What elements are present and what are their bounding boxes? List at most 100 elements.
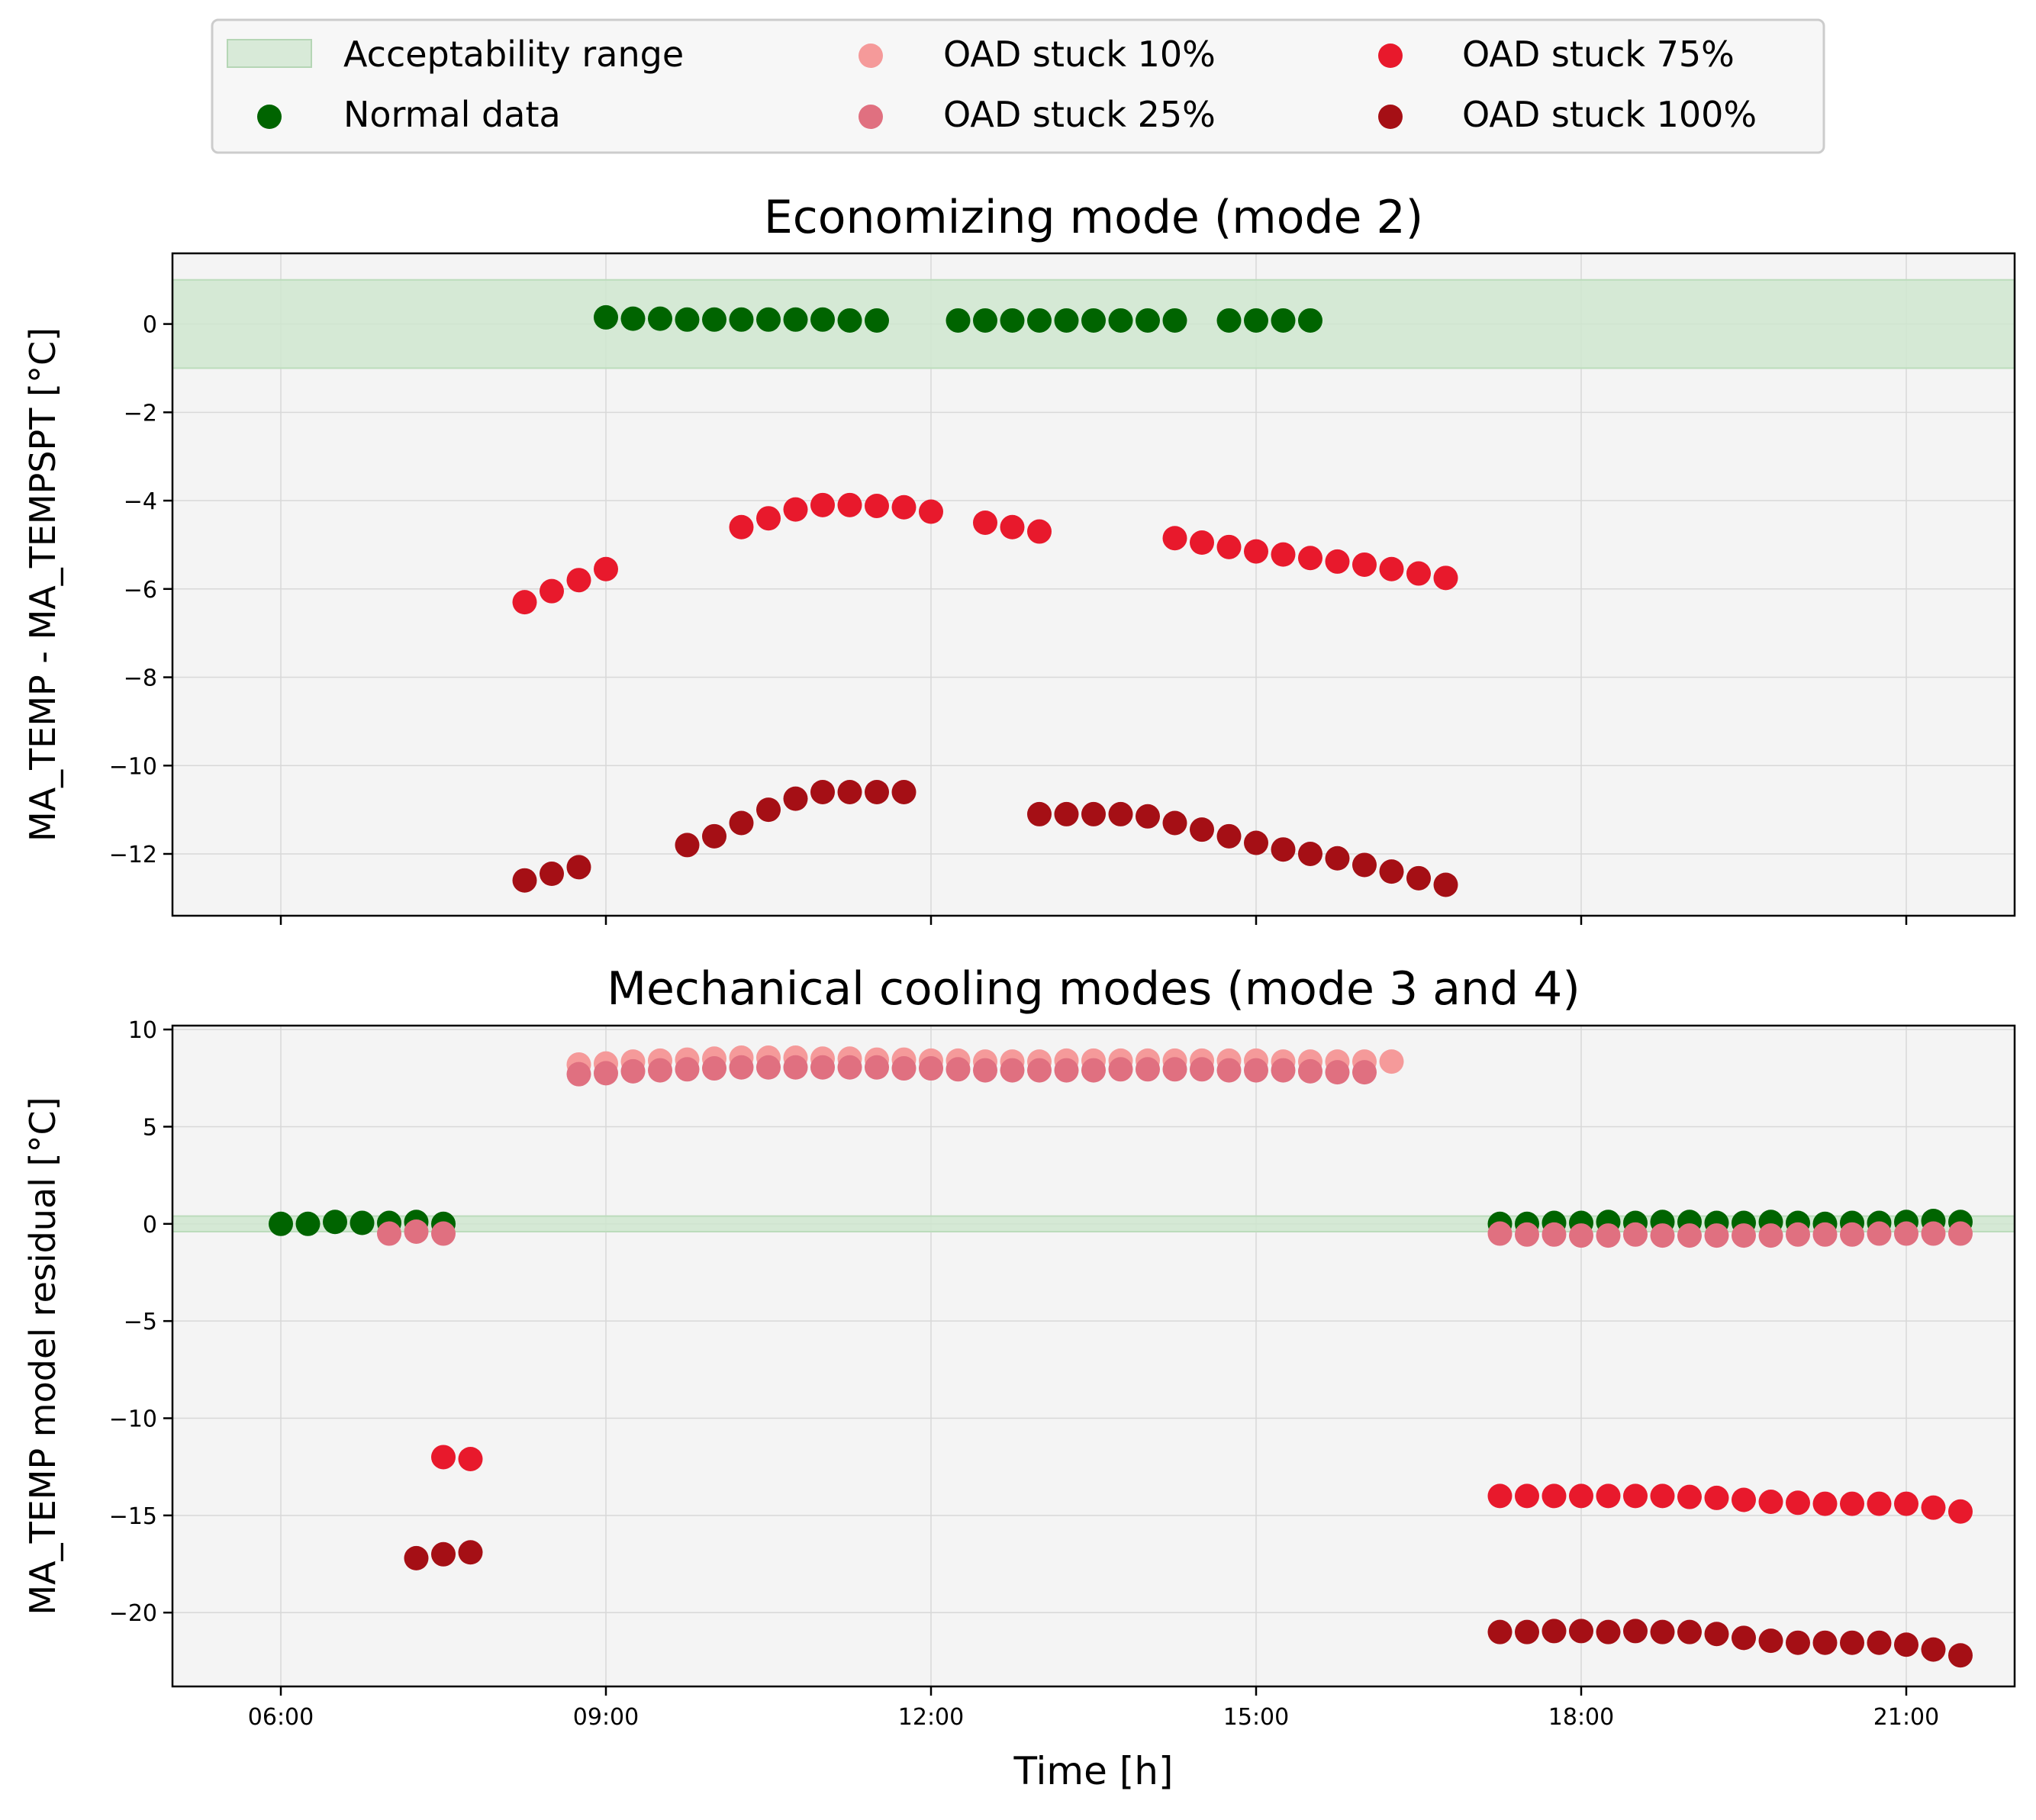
y-tick-label: 5 (143, 1114, 157, 1141)
x-tick-label: 06:00 (248, 1704, 314, 1731)
legend-swatch-acceptability (227, 39, 312, 68)
point-stuck100 (512, 868, 537, 893)
point-stuck25 (1677, 1223, 1702, 1248)
point-stuck25 (919, 1056, 943, 1081)
point-stuck75 (1406, 561, 1431, 586)
point-stuck25 (620, 1058, 646, 1084)
point-stuck75 (1948, 1499, 1973, 1524)
y-tick-label: −10 (109, 1406, 157, 1433)
point-stuck100 (1786, 1630, 1810, 1655)
point-stuck75 (1515, 1483, 1539, 1509)
point-stuck75 (1812, 1491, 1838, 1516)
point-stuck75 (756, 506, 781, 531)
point-normal (702, 307, 726, 332)
point-normal (1054, 308, 1079, 333)
legend: Acceptability range Normal data OAD stuc… (211, 18, 1825, 154)
point-stuck25 (1921, 1221, 1946, 1246)
legend-label-normal: Normal data (343, 94, 561, 135)
point-stuck75 (1596, 1483, 1621, 1509)
point-stuck75 (1352, 552, 1377, 577)
point-stuck25 (1487, 1221, 1513, 1246)
subplot-economizing: Economizing mode (mode 2) 0 −2 −4 −6 −8 −10 −1… (22, 191, 2016, 925)
point-stuck100 (756, 797, 781, 823)
point-normal (620, 306, 646, 331)
point-stuck100 (1081, 801, 1106, 826)
x-tick-label: 09:00 (573, 1704, 639, 1731)
point-normal (1244, 308, 1268, 333)
point-stuck75 (1840, 1491, 1864, 1516)
point-stuck100 (1840, 1630, 1864, 1655)
point-stuck75 (1758, 1490, 1783, 1515)
subplot-title-mechanical: Mechanical cooling modes (mode 3 and 4) (607, 962, 1580, 1016)
point-stuck10 (1379, 1049, 1404, 1074)
y-tick-label: −10 (109, 753, 157, 780)
point-stuck75 (1623, 1483, 1648, 1509)
y-tick-label: −5 (124, 1309, 157, 1335)
point-stuck25 (1948, 1221, 1973, 1246)
point-stuck25 (1271, 1058, 1296, 1083)
point-stuck25 (1867, 1221, 1892, 1246)
point-normal (594, 304, 618, 330)
point-stuck25 (1894, 1221, 1918, 1246)
point-stuck25 (1352, 1060, 1377, 1085)
point-stuck25 (1244, 1058, 1268, 1083)
point-stuck75 (512, 590, 537, 615)
y-axis-label-economizing: MA_TEMP - MA_TEMPSPT [°C] (22, 327, 63, 842)
point-stuck100 (1406, 865, 1431, 891)
x-axis-label: Time [h] (1013, 1749, 1174, 1793)
point-normal (1162, 308, 1187, 333)
point-normal (865, 308, 889, 333)
point-stuck75 (540, 578, 564, 604)
point-stuck100 (865, 779, 889, 804)
point-stuck25 (1541, 1222, 1567, 1247)
y-axis-label-mechanical: MA_TEMP model residual [°C] (22, 1097, 63, 1615)
y-tick-label: −6 (124, 577, 157, 604)
point-stuck100 (458, 1540, 483, 1565)
plot-area-mechanical (172, 1026, 2015, 1686)
point-normal (837, 308, 862, 333)
point-stuck100 (675, 833, 700, 858)
point-normal (675, 307, 700, 332)
subplot-mechanical: Mechanical cooling modes (mode 3 and 4) … (22, 962, 2016, 1793)
point-stuck100 (1867, 1630, 1892, 1655)
point-normal (323, 1210, 347, 1235)
point-stuck25 (1216, 1058, 1242, 1083)
point-normal (756, 307, 781, 332)
point-stuck25 (1758, 1223, 1783, 1248)
point-stuck25 (1732, 1223, 1756, 1248)
point-stuck25 (756, 1055, 781, 1080)
x-tick-label: 21:00 (1873, 1704, 1939, 1731)
point-normal (1081, 308, 1106, 333)
point-stuck100 (1758, 1628, 1783, 1654)
point-stuck25 (1298, 1058, 1322, 1084)
point-normal (295, 1211, 321, 1236)
point-stuck75 (1541, 1483, 1567, 1509)
point-normal (1271, 308, 1296, 333)
legend-label-stuck25: OAD stuck 25% (943, 94, 1216, 135)
legend-marker-stuck75 (1378, 43, 1403, 68)
point-stuck75 (1190, 530, 1214, 556)
point-stuck100 (540, 862, 564, 887)
point-stuck100 (891, 779, 917, 804)
point-stuck75 (1433, 565, 1458, 591)
point-normal (1216, 308, 1242, 333)
point-stuck75 (1027, 519, 1052, 544)
ticks-mechanical: 06:00 09:00 12:00 15:00 18:00 21:00 10 5 0 −5 −10 −… (109, 1017, 1940, 1731)
point-stuck100 (431, 1541, 456, 1567)
point-stuck100 (1027, 801, 1052, 826)
x-tick-label: 15:00 (1223, 1704, 1289, 1731)
y-tick-label: 0 (143, 312, 157, 339)
point-stuck100 (1596, 1619, 1621, 1644)
point-stuck25 (1054, 1058, 1079, 1083)
point-stuck75 (1244, 539, 1268, 564)
point-stuck100 (1812, 1630, 1838, 1655)
point-stuck100 (1433, 872, 1458, 897)
point-normal (946, 308, 971, 333)
point-stuck75 (783, 497, 808, 522)
point-stuck25 (1623, 1222, 1648, 1247)
point-stuck75 (919, 499, 943, 524)
point-stuck25 (1515, 1222, 1539, 1247)
points-economizing (512, 304, 1458, 897)
point-stuck100 (1677, 1619, 1702, 1644)
point-stuck75 (1298, 546, 1322, 571)
